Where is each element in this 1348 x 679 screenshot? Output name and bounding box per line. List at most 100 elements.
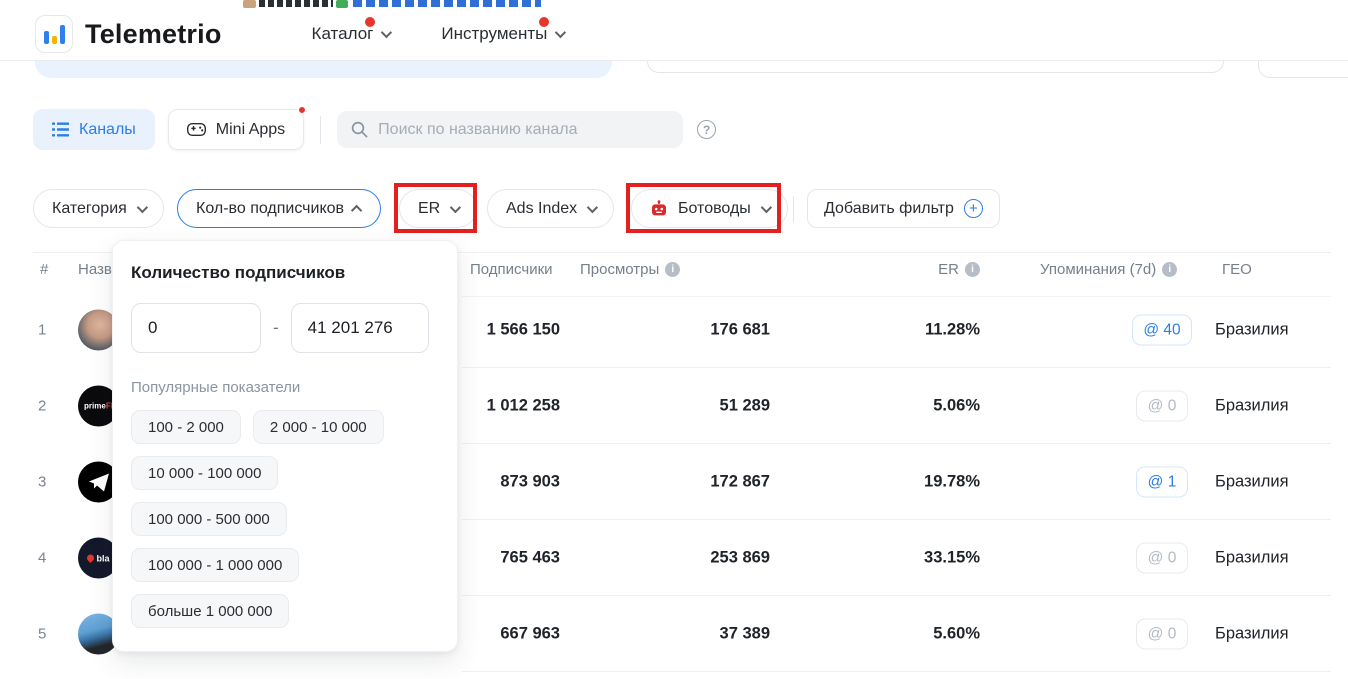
nav-item-catalog[interactable]: Каталог xyxy=(311,17,393,44)
nav-item-catalog-label: Каталог xyxy=(311,24,374,43)
divider xyxy=(793,196,794,222)
notification-dot xyxy=(539,17,550,27)
tab-mini-apps-label: Mini Apps xyxy=(215,120,286,138)
tab-channels[interactable]: Каналы xyxy=(33,109,155,150)
cell-er: 19.78% xyxy=(924,472,980,491)
brand-name: Telemetrio xyxy=(85,18,222,49)
range-separator: - xyxy=(273,318,279,337)
filter-botovody-label: Ботоводы xyxy=(678,199,751,217)
mentions-badge[interactable]: @ 0 xyxy=(1136,618,1188,650)
cell-er: 33.15% xyxy=(924,548,980,567)
clipped-text-fragment xyxy=(259,0,333,7)
clipped-card-right xyxy=(1258,61,1348,78)
min-subscribers-input[interactable] xyxy=(131,303,261,353)
row-divider xyxy=(462,443,1331,444)
cell-geo: Бразилия xyxy=(1215,320,1289,339)
gamepad-icon xyxy=(186,123,206,136)
chevron-down-icon xyxy=(760,201,772,213)
add-filter-label: Добавить фильтр xyxy=(824,199,954,217)
cell-views: 253 869 xyxy=(710,548,770,567)
mentions-badge[interactable]: @ 0 xyxy=(1136,390,1188,422)
clipped-browser-strip xyxy=(0,0,1348,8)
cell-subscribers: 765 463 xyxy=(500,548,560,567)
presets-label: Популярные показатели xyxy=(131,379,301,396)
row-divider xyxy=(462,671,1331,672)
preset-chip[interactable]: 2 000 - 10 000 xyxy=(252,410,384,444)
filter-botovody[interactable]: Ботоводы xyxy=(631,189,788,228)
chevron-down-icon xyxy=(555,26,567,39)
preset-chip[interactable]: 100 000 - 1 000 000 xyxy=(131,548,300,582)
table-top-border xyxy=(33,252,1331,253)
preset-chip[interactable]: 10 000 - 100 000 xyxy=(131,456,279,490)
add-filter-button[interactable]: Добавить фильтр + xyxy=(807,189,1000,228)
tab-mini-apps[interactable]: Mini Apps xyxy=(167,105,308,150)
avatar-text: Fl xyxy=(105,401,113,411)
mentions-badge[interactable]: @ 40 xyxy=(1132,314,1192,346)
row-divider xyxy=(462,519,1331,520)
subscribers-filter-popup: Количество подписчиков - Популярные пока… xyxy=(112,240,458,652)
row-rank: 2 xyxy=(38,397,47,415)
divider xyxy=(320,115,322,144)
table-header-border xyxy=(462,296,1331,297)
preset-chip[interactable]: 100 - 2 000 xyxy=(131,410,241,444)
clipped-avatar-fragment xyxy=(243,0,256,8)
cell-subscribers: 1 566 150 xyxy=(486,320,560,339)
filter-subscribers[interactable]: Кол-во подписчиков xyxy=(177,189,382,228)
filter-ads-index[interactable]: Ads Index xyxy=(487,189,615,228)
search-input[interactable] xyxy=(378,120,670,139)
cell-views: 172 867 xyxy=(710,472,770,491)
nav-item-tools-label: Инструменты xyxy=(441,24,548,43)
info-icon[interactable]: i xyxy=(665,262,681,277)
header-views: Просмотры i xyxy=(580,261,681,278)
filter-category[interactable]: Категория xyxy=(33,189,164,228)
preset-chip[interactable]: 100 000 - 500 000 xyxy=(131,502,287,536)
filter-category-label: Категория xyxy=(52,199,127,217)
max-subscribers-input[interactable] xyxy=(290,303,429,353)
help-icon[interactable]: ? xyxy=(697,120,717,139)
header-er: ER i xyxy=(800,261,980,278)
mentions-badge[interactable]: @ 0 xyxy=(1136,542,1188,574)
table-row[interactable]: 5 667 963 37 389 5.60% @ 0 Бразилия xyxy=(0,596,1348,672)
nav-item-tools[interactable]: Инструменты xyxy=(441,17,567,44)
cell-geo: Бразилия xyxy=(1215,396,1289,415)
list-icon xyxy=(52,122,69,137)
cell-views: 176 681 xyxy=(710,320,770,339)
flame-icon xyxy=(86,553,96,563)
header-geo: ГЕО xyxy=(1222,261,1252,278)
row-rank: 1 xyxy=(38,321,47,339)
row-rank: 4 xyxy=(38,549,47,567)
info-icon[interactable]: i xyxy=(1162,262,1178,277)
row-rank: 3 xyxy=(38,473,47,491)
clipped-card-white xyxy=(647,61,1224,73)
row-rank: 5 xyxy=(38,625,47,643)
search-box[interactable] xyxy=(337,111,684,148)
clipped-link-fragment xyxy=(353,0,541,7)
plus-circle-icon: + xyxy=(963,199,983,218)
header-subscribers: Подписчики xyxy=(470,261,553,278)
filter-er-label: ER xyxy=(418,199,441,217)
preset-chip[interactable]: больше 1 000 000 xyxy=(131,594,290,628)
mentions-badge[interactable]: @ 1 xyxy=(1136,466,1188,498)
avatar-text: bla xyxy=(96,553,110,563)
brand[interactable]: Telemetrio xyxy=(35,15,222,53)
chevron-down-icon xyxy=(381,26,393,39)
robot-icon xyxy=(652,199,666,215)
header-mentions: Упоминания (7d) i xyxy=(1040,261,1178,278)
info-icon[interactable]: i xyxy=(965,262,980,277)
paper-plane-icon xyxy=(88,473,109,491)
cell-geo: Бразилия xyxy=(1215,624,1289,643)
avatar-text: prime xyxy=(84,401,106,411)
chevron-up-icon xyxy=(350,204,363,216)
preset-chips: 100 - 2 000 2 000 - 10 000 10 000 - 100 … xyxy=(131,410,443,628)
cell-views: 51 289 xyxy=(719,396,770,415)
cell-er: 5.60% xyxy=(933,624,980,643)
navbar: Telemetrio Каталог Инструменты xyxy=(0,8,1348,61)
notification-dot xyxy=(297,105,308,115)
chevron-down-icon xyxy=(449,201,462,213)
cell-views: 37 389 xyxy=(719,624,770,643)
cell-geo: Бразилия xyxy=(1215,472,1289,491)
filter-er[interactable]: ER xyxy=(399,189,478,228)
header-rank: # xyxy=(40,261,49,278)
row-divider xyxy=(462,595,1331,596)
